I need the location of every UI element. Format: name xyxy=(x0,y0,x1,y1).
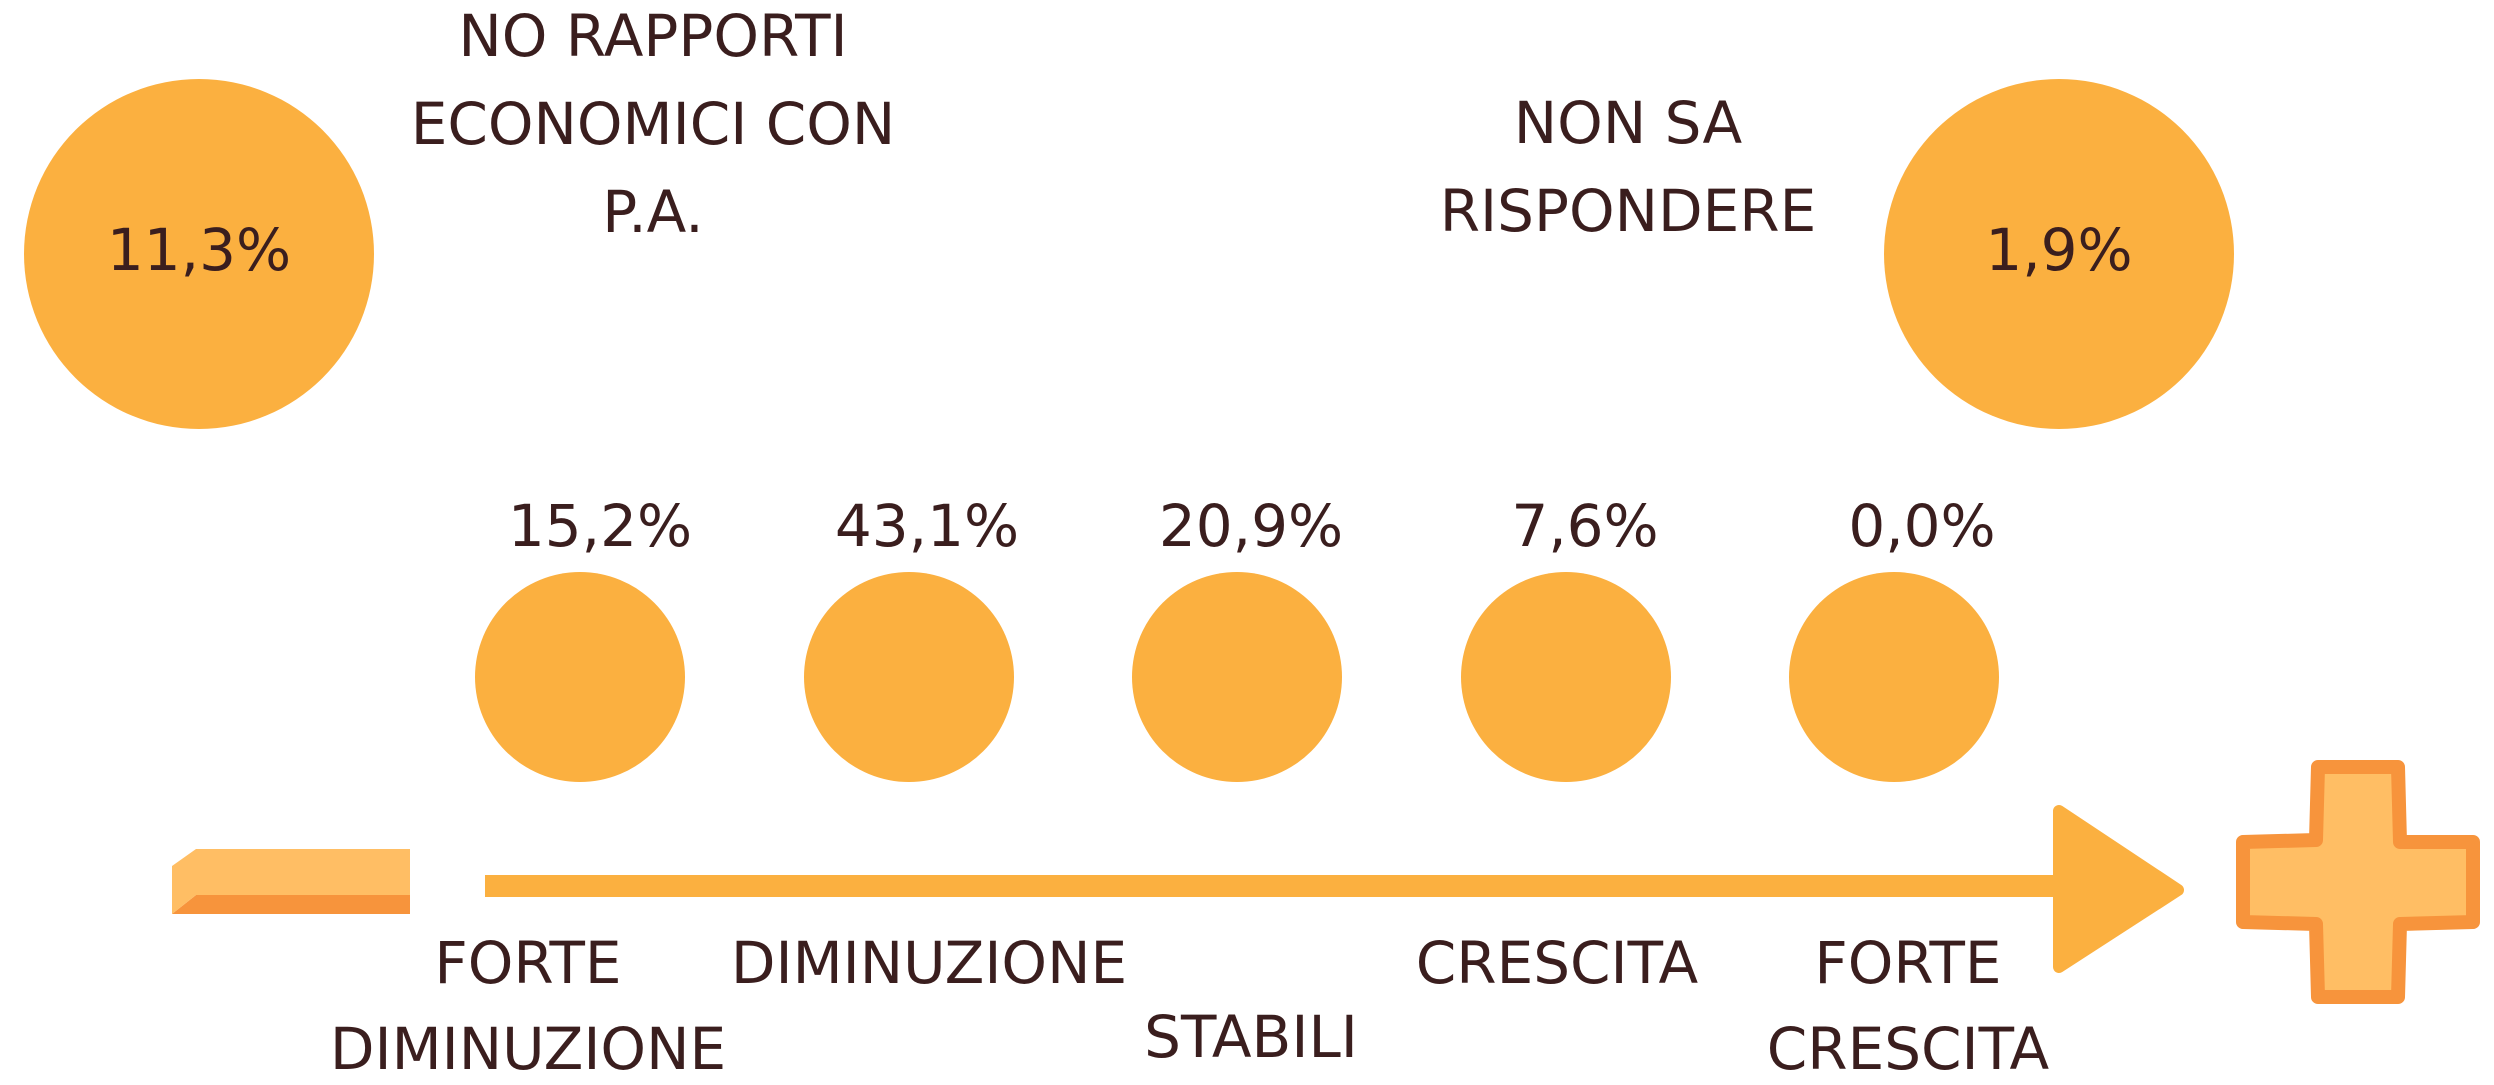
category-label: FORTE xyxy=(1814,929,2001,997)
category-label: RISPONDERE xyxy=(1440,177,1817,245)
scale-arrow-line xyxy=(485,875,2075,897)
category-label: NO RAPPORTI xyxy=(458,2,847,70)
category-label: FORTE xyxy=(434,929,621,997)
value-circle xyxy=(804,572,1014,782)
category-label: DIMINUZIONE xyxy=(731,929,1127,997)
value-circle xyxy=(1884,79,2234,429)
category-label: ECONOMICI CON xyxy=(411,90,896,158)
value-circle xyxy=(1461,572,1671,782)
value-circle xyxy=(24,79,374,429)
category-label: NON SA xyxy=(1514,89,1743,157)
category-label: P.A. xyxy=(602,178,703,246)
category-label: DIMINUZIONE xyxy=(330,1015,726,1083)
value-label: 11,3% xyxy=(107,216,291,284)
category-label: CRESCITA xyxy=(1416,929,1699,997)
minus-icon xyxy=(172,849,410,914)
value-circle xyxy=(1789,572,1999,782)
scale-arrowhead xyxy=(2053,805,2184,973)
category-label: STABILI xyxy=(1144,1003,1358,1071)
plus-icon xyxy=(2236,760,2480,1004)
value-label: 43,1% xyxy=(835,492,1019,560)
value-circle xyxy=(475,572,685,782)
value-label: 1,9% xyxy=(1985,216,2132,284)
value-label: 15,2% xyxy=(508,492,692,560)
value-circle xyxy=(1132,572,1342,782)
value-label: 20,9% xyxy=(1159,492,1343,560)
value-label: 7,6% xyxy=(1511,492,1658,560)
category-label: CRESCITA xyxy=(1767,1015,2050,1083)
value-label: 0,0% xyxy=(1848,492,1995,560)
